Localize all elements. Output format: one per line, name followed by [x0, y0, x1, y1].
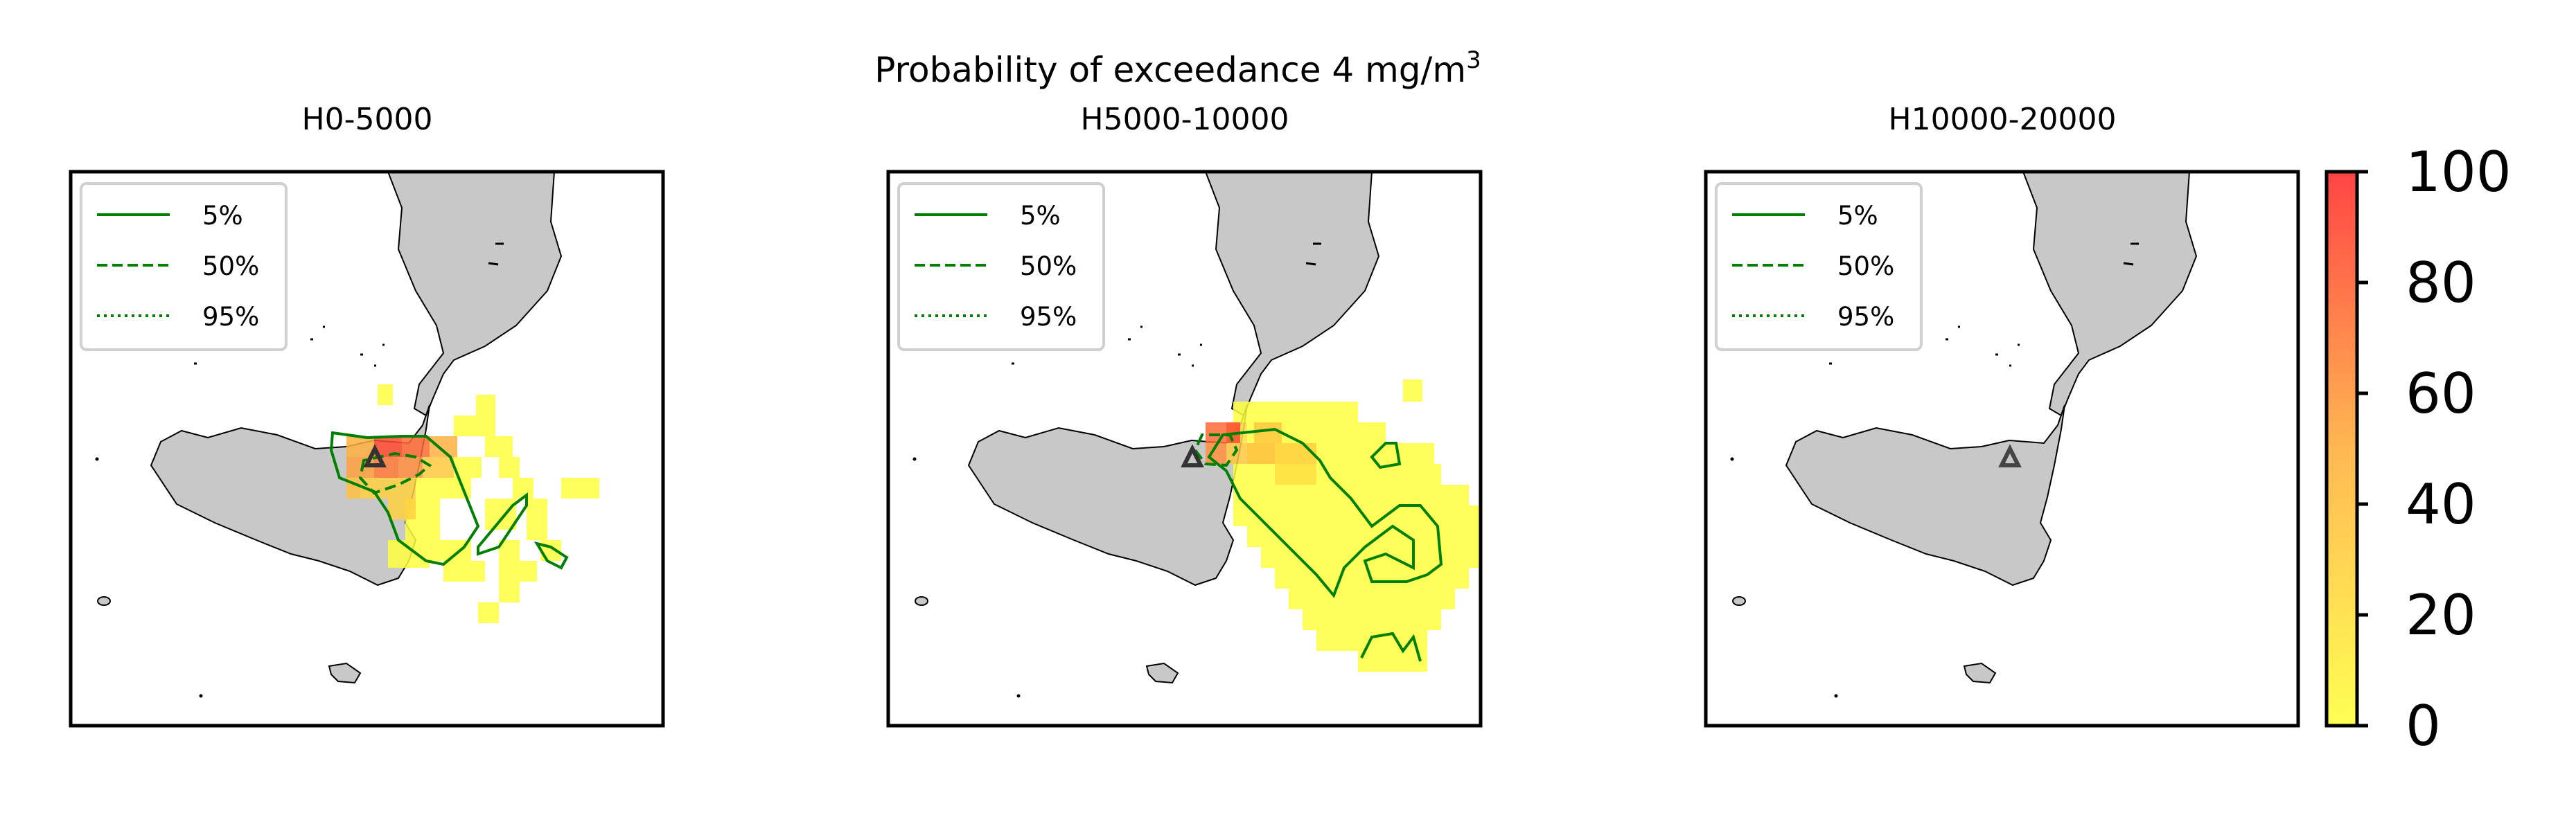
panel-title-2: H5000-10000 [1081, 102, 1289, 137]
legend-label-5pct: 5% [1020, 201, 1061, 231]
legend-2: 5% 50% 95% [899, 183, 1104, 350]
legend-3: 5% 50% 95% [1716, 183, 1921, 350]
colorbar-tick-20: 20 [2406, 583, 2476, 647]
legend-1: 5% 50% 95% [81, 183, 286, 350]
colorbar: 0 20 40 60 80 100 [2327, 140, 2512, 758]
map-panel-3: 5% 50% 95% [1706, 172, 2298, 726]
legend-label-5pct: 5% [1837, 201, 1878, 231]
colorbar-tick-60: 60 [2406, 361, 2476, 426]
map-panel-2: 5% 50% 95% [888, 172, 1481, 726]
legend-label-95pct: 95% [1020, 302, 1077, 332]
ustica-island [915, 597, 928, 605]
panel-title-1: H0-5000 [302, 102, 433, 137]
legend-label-5pct: 5% [202, 201, 243, 231]
colorbar-tick-100: 100 [2406, 140, 2512, 204]
colorbar-tick-40: 40 [2406, 472, 2476, 537]
legend-label-50pct: 50% [1020, 251, 1077, 281]
map-panel-1: 5% 50% 95% [71, 172, 663, 726]
legend-label-50pct: 50% [202, 251, 259, 281]
colorbar-tick-0: 0 [2406, 694, 2441, 758]
legend-label-50pct: 50% [1837, 251, 1894, 281]
legend-label-95pct: 95% [202, 302, 259, 332]
ustica-island [98, 597, 110, 605]
colorbar-tick-80: 80 [2406, 251, 2476, 315]
legend-label-95pct: 95% [1837, 302, 1894, 332]
figure-title: Probability of exceedance 4 mg/m3 [874, 46, 1481, 90]
panel-title-3: H10000-20000 [1889, 102, 2117, 137]
colorbar-gradient [2327, 172, 2357, 726]
ustica-island [1733, 597, 1745, 605]
